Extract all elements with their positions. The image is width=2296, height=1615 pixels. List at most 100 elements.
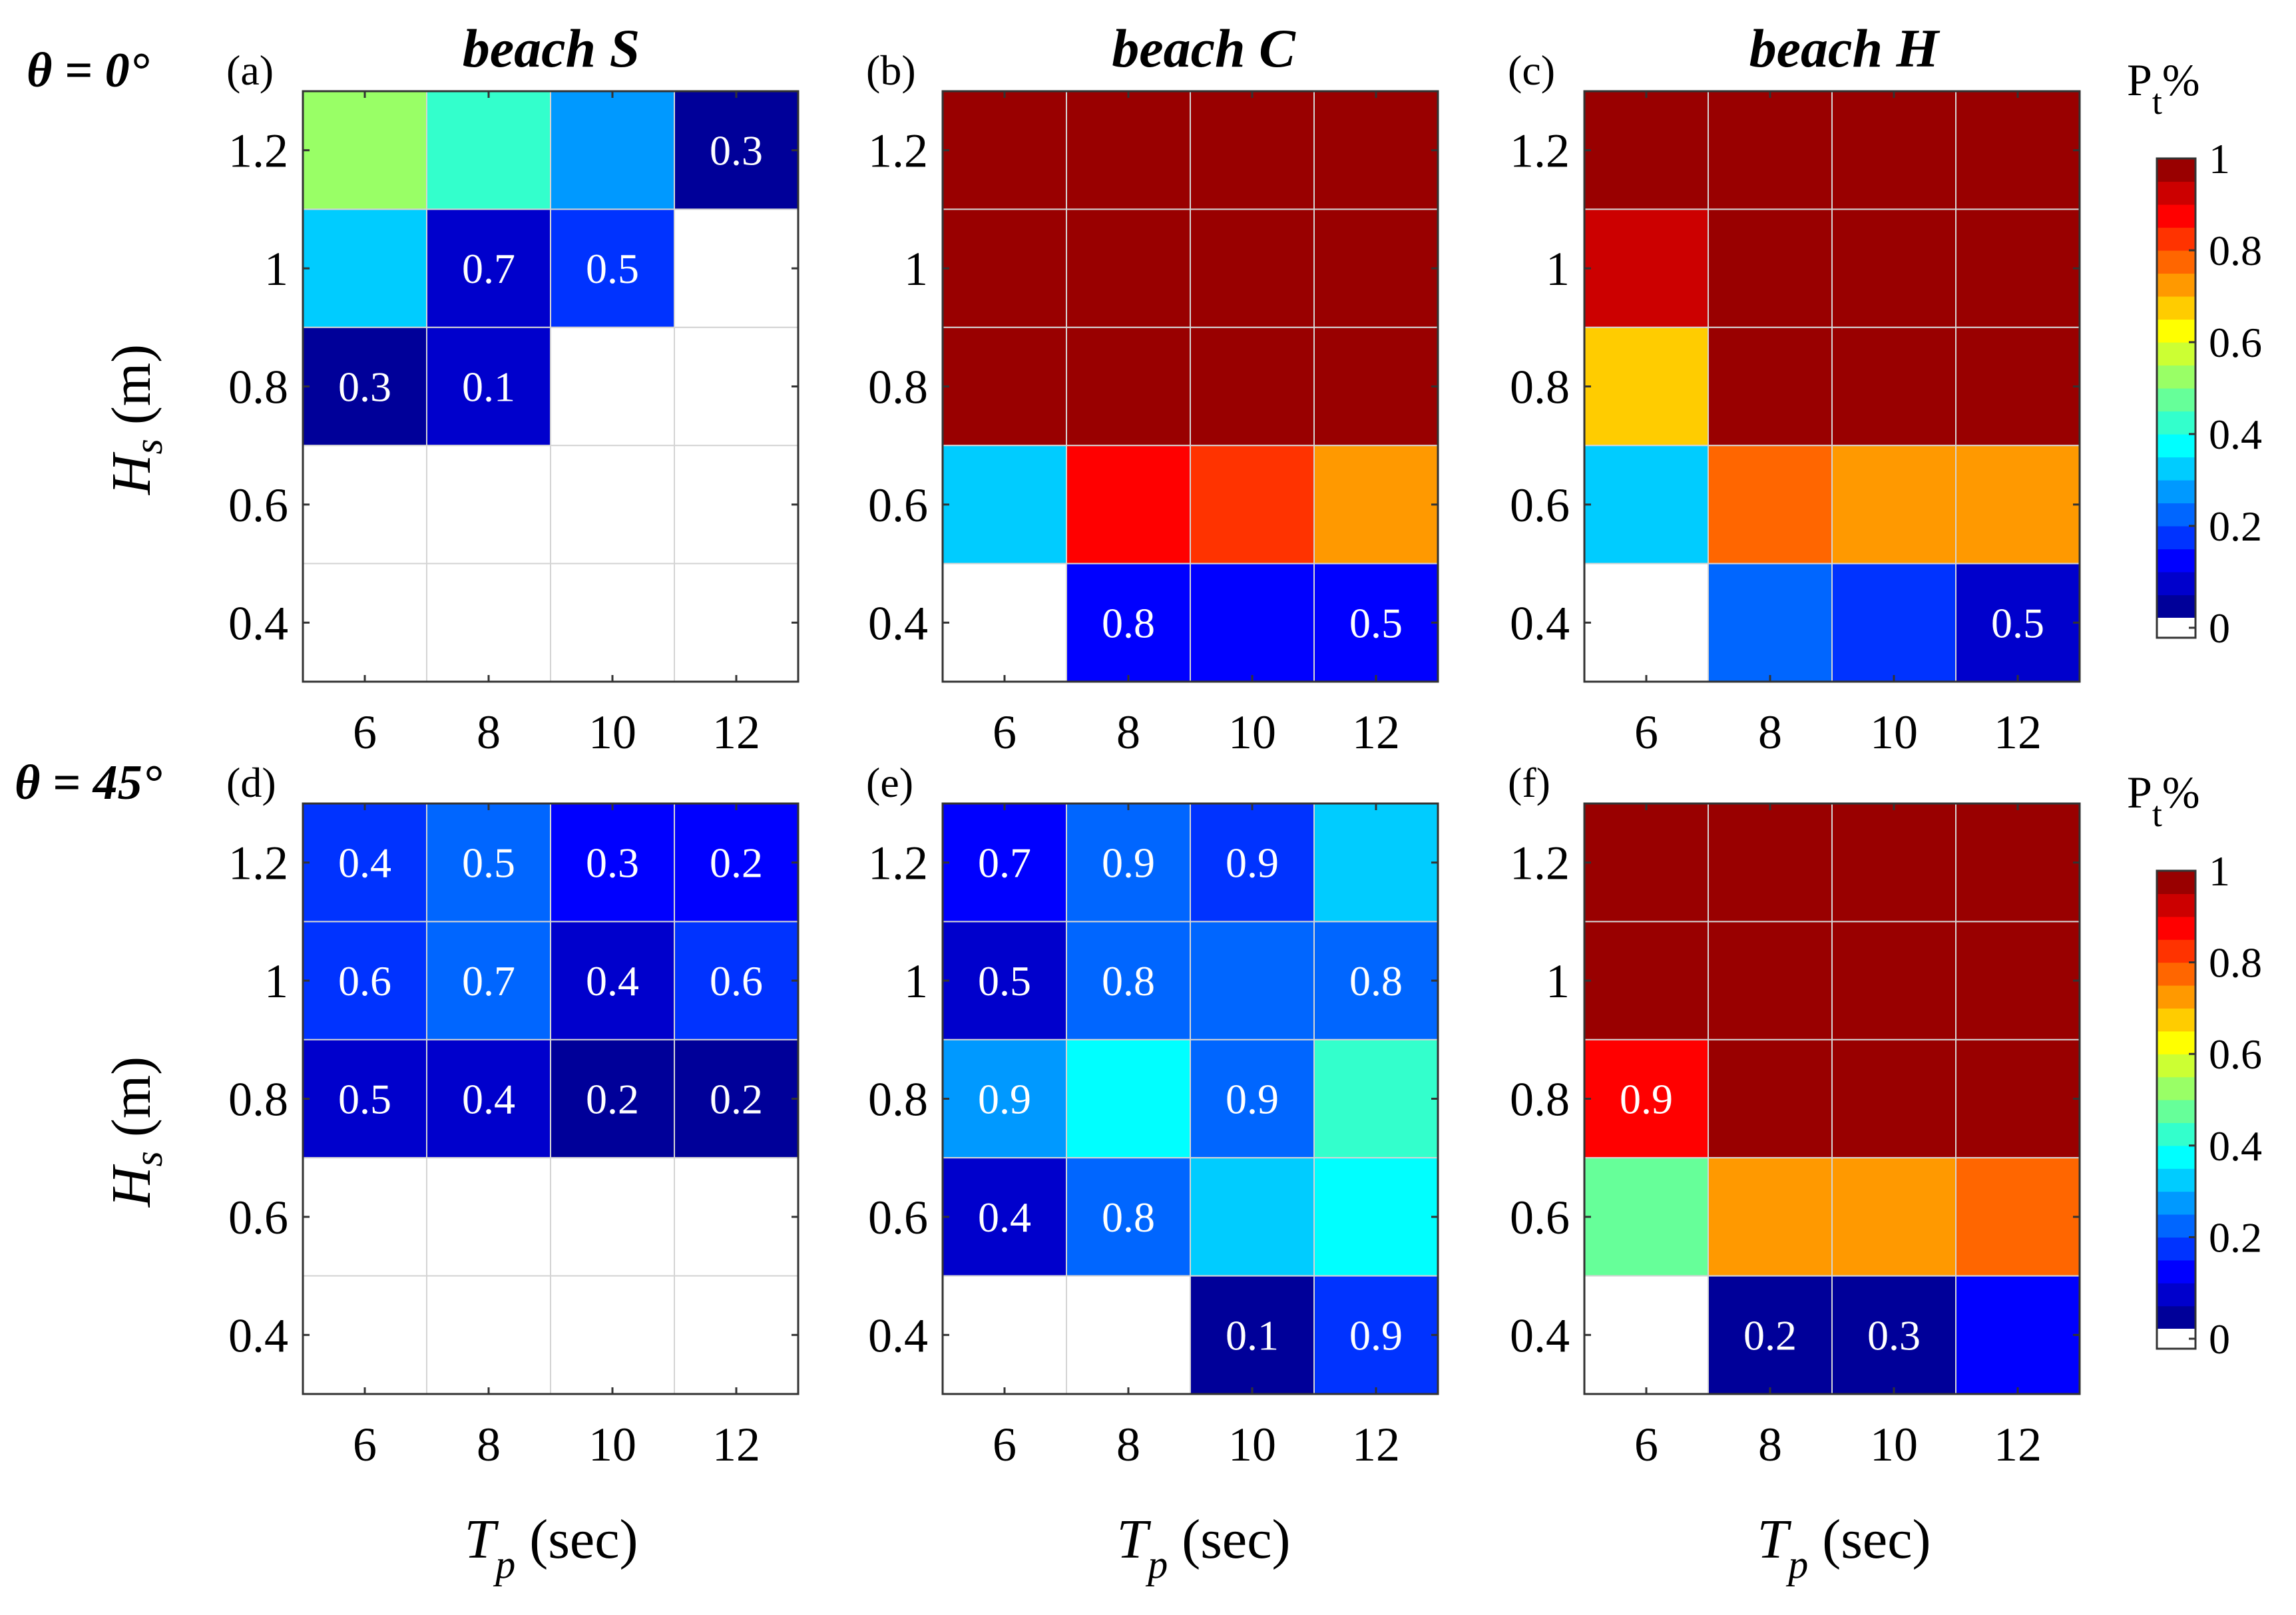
heatmap-cell [550,1038,675,1159]
y-tick-label: 0.4 [228,1309,288,1362]
heatmap-cell [1066,803,1191,923]
x-tick-label: 12 [712,706,760,759]
heatmap-cell [1708,563,1833,682]
xlabel-sub: p [1785,1542,1808,1586]
heatmap-cell [674,563,799,682]
heatmap-cell [1313,1157,1439,1277]
heatmap-cell [1584,1157,1709,1277]
heatmap-cell [674,91,799,210]
theta-label-row2: θ = 45° [15,756,162,810]
cell-value-label: 0.8 [1349,957,1403,1005]
colorbar-level [2157,319,2195,343]
cell-value-label: 0.5 [586,245,639,292]
cell-value-label: 0.4 [978,1194,1031,1241]
x-tick-label: 12 [1352,706,1400,759]
colorbar-level [2157,1031,2195,1054]
y-tick-label: 1.2 [228,837,288,890]
heatmap-cell [426,91,551,210]
heatmap-cell [1584,1275,1709,1395]
colorbar-level [2157,1237,2195,1261]
heatmap-panel: 0.8 0.5 1.2 1 0.8 0.6 0.4 6 8 10 12 (b) [866,47,1439,759]
heatmap-cell [1708,921,1833,1040]
heatmap-cell [942,1038,1067,1159]
y-tick-label: 0.6 [1510,1191,1570,1244]
panel-label: (c) [1508,47,1555,94]
colorbar-level [2157,250,2195,274]
heatmap-cell [302,803,427,923]
x-tick-label: 6 [993,706,1017,759]
heatmap-cell [1955,445,2080,565]
cell-value-label: 0.5 [1349,599,1403,646]
y-tick-label: 1 [904,242,928,296]
heatmap-cell [1831,326,1956,447]
xlabel-main: T [1757,1508,1792,1570]
cell-value-label: 0.1 [462,363,515,411]
x-tick-label: 12 [1994,1418,2042,1471]
heatmap-cell [426,326,551,447]
cell-value-label: 0.9 [1620,1076,1673,1123]
heatmap-cell [1831,208,1956,328]
panel-label: (d) [226,759,276,806]
colorbar-tick-label: 1 [2209,135,2230,182]
heatmap-cell [1955,563,2080,682]
y-tick-label: 0.6 [228,1191,288,1244]
ylabel-sub: s [126,439,170,454]
heatmap-cell [1066,1157,1191,1277]
colorbar-level [2157,1191,2195,1215]
heatmap-cell [1066,1275,1191,1395]
x-tick-label: 8 [1758,706,1782,759]
colorbar-level [2157,434,2195,458]
colorbar-level [2157,871,2195,894]
heatmap-cell [1190,91,1315,210]
x-tick-label: 10 [1228,1418,1276,1471]
heatmap-cell [1313,91,1439,210]
heatmap-cell [942,563,1067,682]
ylabel-main: H [101,1164,162,1208]
heatmap-cell [426,1157,551,1277]
theta-label-row1: θ = 0° [27,43,150,98]
heatmap-cell [674,445,799,565]
heatmap-cell [1313,803,1439,923]
colorbar-tick-label: 0.8 [2209,227,2262,274]
ylabel-row1: Hs (m) [101,344,170,495]
x-tick-label: 6 [353,706,377,759]
x-tick-label: 6 [1634,1418,1658,1471]
xlabel-col1: Tp (sec) [465,1508,638,1586]
cell-value-label: 0.9 [1226,1076,1279,1123]
heatmap-cell [674,326,799,447]
colorbar: 1 0.8 0.6 0.4 0.2 0 Pt% [2127,767,2262,1363]
y-tick-label: 1.2 [868,837,928,890]
xlabel-suffix: (sec) [515,1508,638,1570]
xlabel-col2: Tp (sec) [1117,1508,1291,1586]
heatmap-cell [1584,91,1709,210]
colorbar-frame [2156,157,2197,639]
heatmap-cell [302,208,427,328]
colorbar-tick-label: 0 [2209,604,2230,652]
heatmap-cell [1190,1038,1315,1159]
heatmap-cell [550,803,675,923]
heatmap-cell [674,1275,799,1395]
xlabel-main: T [1117,1508,1152,1570]
x-tick-label: 8 [477,706,501,759]
heatmap-cell [1066,563,1191,682]
heatmap-cell [302,445,427,565]
y-tick-label: 0.6 [868,479,928,532]
beach-title-s: beach S [463,18,640,79]
x-tick-label: 12 [1352,1418,1400,1471]
y-tick-label: 1.2 [228,124,288,178]
colorbar-level [2157,296,2195,320]
heatmap-cell [426,1275,551,1395]
heatmap-cell [426,921,551,1040]
y-tick-label: 0.6 [868,1191,928,1244]
colorbar-level [2157,549,2195,573]
cell-value-label: 0.9 [1349,1311,1403,1359]
heatmap-cell [1190,1157,1315,1277]
heatmap-cell [1190,326,1315,447]
heatmap-cell [1313,1038,1439,1159]
cell-value-label: 0.9 [978,1076,1031,1123]
colorbar-tick-label: 0.4 [2209,411,2262,458]
colorbar-tick-label: 0.2 [2209,1214,2262,1261]
heatmap-cell [942,1157,1067,1277]
heatmap-cell [302,1275,427,1395]
colorbar-level [2157,181,2195,205]
